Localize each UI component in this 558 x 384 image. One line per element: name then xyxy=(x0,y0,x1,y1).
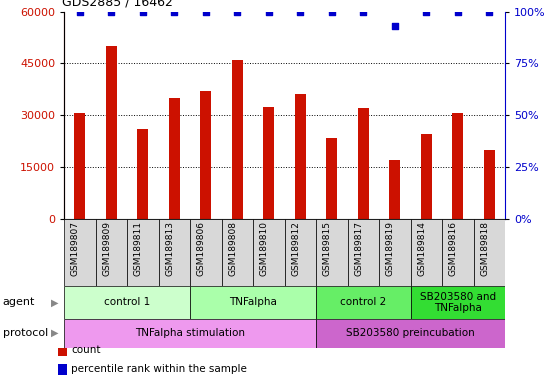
Bar xyxy=(358,108,369,219)
Bar xyxy=(316,286,411,319)
Bar xyxy=(137,129,148,219)
Point xyxy=(170,8,179,15)
Text: GSM189818: GSM189818 xyxy=(480,221,489,276)
Bar xyxy=(64,319,316,348)
Point xyxy=(328,8,336,15)
Text: GSM189814: GSM189814 xyxy=(417,221,426,276)
Text: SB203580 and
TNFalpha: SB203580 and TNFalpha xyxy=(420,291,496,313)
Text: GSM189819: GSM189819 xyxy=(386,221,395,276)
Bar xyxy=(379,219,411,286)
Text: ▶: ▶ xyxy=(51,328,59,338)
Text: GSM189816: GSM189816 xyxy=(449,221,458,276)
Bar xyxy=(74,114,85,219)
Point xyxy=(75,8,84,15)
Point xyxy=(138,8,147,15)
Bar xyxy=(200,91,211,219)
Text: GSM189810: GSM189810 xyxy=(260,221,269,276)
Bar xyxy=(484,150,495,219)
Text: count: count xyxy=(71,346,100,356)
Text: SB203580 preincubation: SB203580 preincubation xyxy=(346,328,475,338)
Point xyxy=(485,8,494,15)
Bar xyxy=(169,98,180,219)
Bar xyxy=(452,114,463,219)
Text: GSM189806: GSM189806 xyxy=(197,221,206,276)
Point xyxy=(201,8,210,15)
Bar xyxy=(57,345,68,356)
Text: ▶: ▶ xyxy=(51,297,59,308)
Bar xyxy=(348,219,379,286)
Text: TNFalpha stimulation: TNFalpha stimulation xyxy=(135,328,245,338)
Bar xyxy=(474,219,505,286)
Text: percentile rank within the sample: percentile rank within the sample xyxy=(71,364,247,374)
Bar xyxy=(421,134,432,219)
Bar xyxy=(222,219,253,286)
Point xyxy=(107,8,116,15)
Bar xyxy=(190,286,316,319)
Bar xyxy=(389,160,400,219)
Text: agent: agent xyxy=(3,297,35,308)
Bar xyxy=(127,219,158,286)
Text: control 2: control 2 xyxy=(340,297,387,308)
Point xyxy=(422,8,431,15)
Text: GSM189809: GSM189809 xyxy=(103,221,112,276)
Bar xyxy=(295,94,306,219)
Text: GSM189815: GSM189815 xyxy=(323,221,332,276)
Bar xyxy=(158,219,190,286)
Point xyxy=(264,8,273,15)
Text: GSM189807: GSM189807 xyxy=(71,221,80,276)
Text: protocol: protocol xyxy=(3,328,48,338)
Bar xyxy=(190,219,222,286)
Bar xyxy=(232,60,243,219)
Bar xyxy=(316,219,348,286)
Bar xyxy=(411,219,442,286)
Point xyxy=(296,8,305,15)
Text: GSM189817: GSM189817 xyxy=(354,221,363,276)
Bar xyxy=(411,286,505,319)
Text: GSM189811: GSM189811 xyxy=(134,221,143,276)
Text: GSM189812: GSM189812 xyxy=(291,221,300,276)
Bar xyxy=(326,138,338,219)
Point xyxy=(233,8,242,15)
Bar xyxy=(285,219,316,286)
Text: GSM189813: GSM189813 xyxy=(165,221,174,276)
Bar xyxy=(64,286,190,319)
Bar xyxy=(95,219,127,286)
Text: GDS2885 / 16462: GDS2885 / 16462 xyxy=(62,0,173,8)
Bar xyxy=(57,364,68,374)
Bar xyxy=(263,107,275,219)
Bar xyxy=(316,319,505,348)
Text: control 1: control 1 xyxy=(104,297,150,308)
Text: GSM189808: GSM189808 xyxy=(228,221,237,276)
Bar xyxy=(106,46,117,219)
Point xyxy=(390,23,399,29)
Point xyxy=(359,8,368,15)
Text: TNFalpha: TNFalpha xyxy=(229,297,277,308)
Bar xyxy=(253,219,285,286)
Bar xyxy=(64,219,95,286)
Bar xyxy=(442,219,474,286)
Point xyxy=(453,8,462,15)
